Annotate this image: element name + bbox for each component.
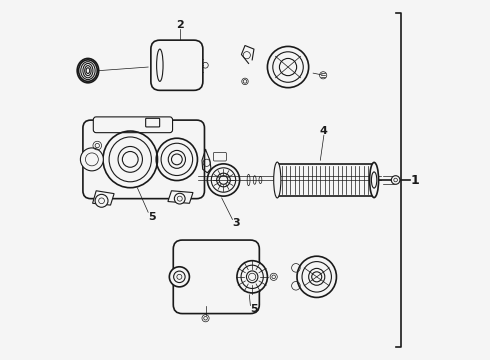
Ellipse shape xyxy=(157,49,163,81)
Text: 5: 5 xyxy=(148,212,155,221)
Circle shape xyxy=(392,176,400,184)
FancyBboxPatch shape xyxy=(214,152,226,161)
Text: 5: 5 xyxy=(250,304,258,314)
FancyBboxPatch shape xyxy=(93,117,172,133)
Circle shape xyxy=(95,194,108,207)
Polygon shape xyxy=(93,191,114,205)
Circle shape xyxy=(170,267,190,287)
Text: 3: 3 xyxy=(232,218,240,228)
Text: 2: 2 xyxy=(176,20,184,30)
FancyBboxPatch shape xyxy=(146,118,160,127)
Ellipse shape xyxy=(237,261,268,293)
Ellipse shape xyxy=(297,256,337,297)
Text: 4: 4 xyxy=(320,126,328,136)
Ellipse shape xyxy=(369,162,379,198)
Polygon shape xyxy=(168,191,193,203)
FancyBboxPatch shape xyxy=(173,240,259,314)
Circle shape xyxy=(174,193,185,204)
Text: 1: 1 xyxy=(410,174,419,186)
FancyBboxPatch shape xyxy=(83,120,204,199)
FancyBboxPatch shape xyxy=(151,40,203,90)
Ellipse shape xyxy=(274,162,281,198)
Circle shape xyxy=(80,148,103,171)
